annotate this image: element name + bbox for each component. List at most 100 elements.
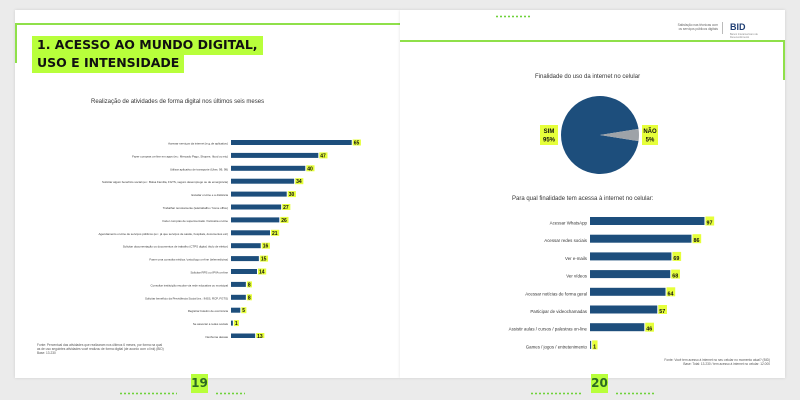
value-label-bg (287, 191, 296, 198)
bar (590, 252, 672, 261)
category-label: Acessar WhatsApp (550, 221, 588, 226)
pie-value-nao: 5% (646, 138, 655, 144)
header-line1: Satisfação nas têcnicas com (677, 23, 718, 27)
category-label: Acessar redes sociais (544, 238, 588, 243)
bottom-dots (119, 391, 177, 396)
bid-logo: BID (730, 22, 746, 32)
category-label: Fazer compras de supermercado / farmácia… (162, 219, 228, 223)
category-label: Agendamento on-line de serviços públicos… (98, 232, 228, 236)
category-label: Ver e-mails (565, 256, 588, 261)
value-label-bg (319, 152, 328, 159)
bar (231, 294, 246, 300)
bar (231, 165, 306, 171)
value-label: 64 (668, 291, 674, 297)
value-label-bg (259, 255, 269, 262)
page-number-left: 19 (191, 374, 208, 393)
bar (231, 333, 256, 338)
right-footnote-line2: Base: Total: 13.230 / tem acesso à inter… (683, 362, 770, 366)
value-label: 57 (659, 309, 665, 315)
header-divider (722, 22, 723, 34)
value-label: 1 (235, 321, 238, 327)
value-label-bg (645, 322, 654, 332)
side-rule (15, 23, 17, 63)
section-title-line2: USO E INTENSIDADE (32, 54, 185, 73)
bar (231, 281, 246, 287)
category-label: Solicitar documentação ou documentos de … (123, 245, 228, 249)
value-label: 5 (242, 308, 245, 314)
bar (231, 217, 280, 223)
category-label: Solicitar algum benefício social (ex.: B… (102, 180, 228, 184)
value-label: 68 (672, 274, 678, 280)
right-page: Satisfação nas têcnicas com os serviços … (400, 10, 785, 396)
pie-label-bg-sim (540, 125, 558, 145)
pie-slice-nao (600, 128, 639, 142)
bar (231, 152, 319, 158)
bar (590, 270, 671, 279)
bottom-dots-right (615, 391, 655, 396)
value-label-bg (671, 269, 680, 279)
category-label: Ver vídeos (566, 274, 588, 279)
value-label-bg (352, 139, 361, 146)
value-label-bg (692, 234, 702, 244)
right-side-rule (783, 40, 785, 80)
value-label: 8 (248, 282, 251, 288)
category-label: Solicitar benefício da Previdência Socia… (145, 296, 228, 300)
bar (231, 320, 233, 326)
value-label: 27 (283, 205, 289, 211)
activities-chart: Acessar serviços da internet (e.g.de apl… (98, 139, 361, 338)
category-label: Games / jogos / entretenimento (526, 344, 588, 349)
value-label: 21 (272, 231, 278, 237)
value-label: 34 (296, 179, 302, 185)
bar (231, 243, 261, 249)
bar (231, 191, 287, 197)
right-top-rule (400, 40, 785, 42)
purpose-chart-title: Para qual finalidade tem acessa à intern… (512, 196, 654, 202)
bar (231, 204, 282, 210)
value-label: 8 (248, 295, 251, 301)
category-label: Consultar instituição escolar via rede e… (151, 283, 229, 287)
value-label: 69 (673, 256, 679, 262)
header-text: Satisfação nas têcnicas com os serviços … (628, 23, 718, 31)
bar (590, 340, 592, 349)
pie-slice-sim (561, 96, 639, 175)
pie-chart-title: Finalidade do uso da internet no celular (535, 74, 641, 80)
value-label-bg (271, 229, 280, 236)
activities-chart-title: Realização de atividades de forma digita… (91, 99, 265, 105)
bar (231, 140, 352, 145)
header-line2: os serviços públicos digitais (678, 27, 718, 32)
value-label-bg (658, 305, 667, 314)
value-label-bg (295, 178, 304, 185)
purpose-chart: Acessar WhatsApp 97 Acessar redes sociais 8… (509, 216, 715, 350)
value-label-bg (241, 307, 247, 314)
pie-chart: SIM 95% NÃO 5% (540, 96, 658, 175)
category-label: Trabalhar remotamente (teletrabalho / ho… (163, 206, 228, 210)
right-footnote: Fonte: Você tem acesso à internet no seu… (570, 358, 770, 366)
value-label: 26 (281, 218, 287, 224)
bar (590, 287, 666, 296)
value-label-bg (246, 294, 252, 301)
pie-label-bg-nao (642, 125, 658, 145)
value-label-bg (258, 268, 267, 275)
value-label: 86 (693, 238, 699, 244)
bar (231, 307, 241, 313)
value-label-bg (256, 333, 265, 338)
value-label-bg (306, 165, 315, 172)
category-label: Solicitar RPS ou IPVA on-line (190, 271, 228, 275)
value-label: 14 (259, 270, 265, 276)
bottom-dots-right (215, 391, 245, 396)
right-footnote-line1: Fonte: Você tem acesso à internet no seu… (664, 358, 770, 362)
bottom-dots (530, 391, 582, 396)
left-footnote-line3: Base: 13.230 (37, 351, 56, 355)
value-label-bg (592, 340, 598, 350)
value-label-bg (672, 251, 682, 261)
value-label-bg (280, 216, 289, 223)
category-label: Acessar serviços da internet (e.g.de apl… (168, 142, 228, 146)
category-label: Assistir aulas / cursos / palestras on-l… (509, 327, 588, 332)
value-label-bg (233, 320, 239, 327)
top-rule (15, 23, 400, 25)
pie-label-sim: SIM (544, 129, 555, 135)
category-label: Se associar a redes sociais (193, 322, 229, 326)
bar (590, 305, 658, 314)
category-label: Fazer uma consulta médica / psicólogo on… (149, 258, 228, 262)
value-label-bg (282, 204, 291, 210)
